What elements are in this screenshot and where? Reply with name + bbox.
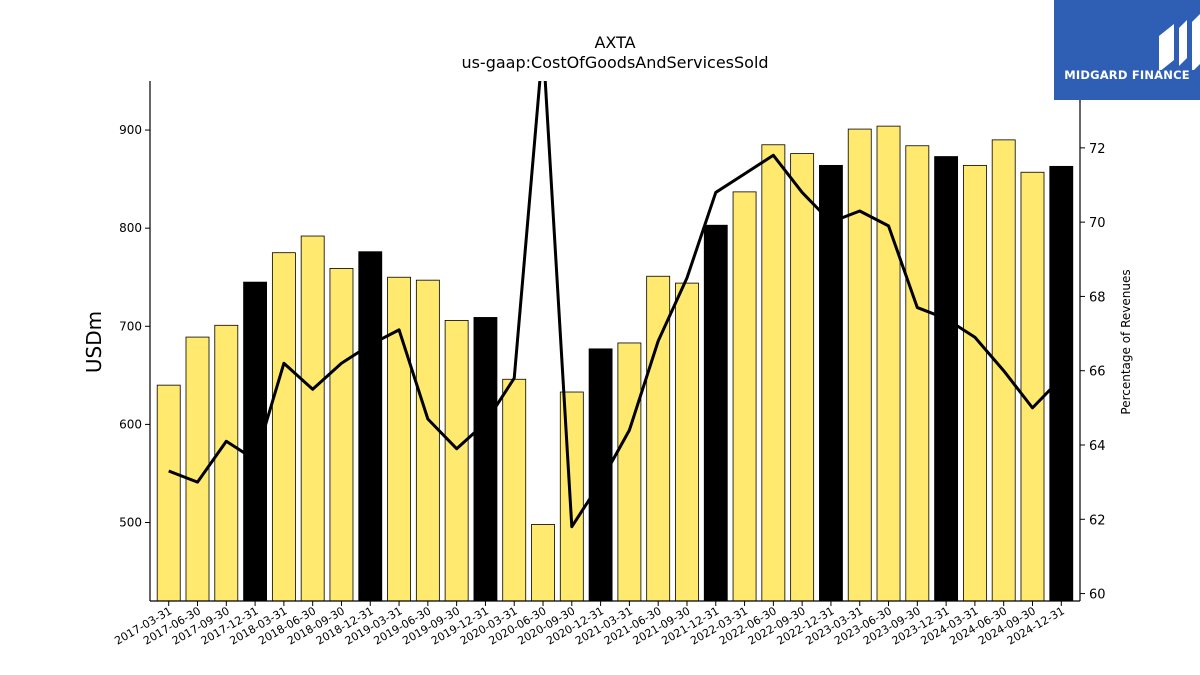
chart-title: AXTA — [594, 33, 635, 52]
bar-2018-06-30 — [300, 235, 325, 601]
y-tick-label: 700 — [119, 319, 142, 333]
y2-axis-label: Percentage of Revenues — [1119, 269, 1133, 414]
y2-tick-label: 68 — [1089, 290, 1106, 305]
bar-2018-12-31 — [358, 251, 383, 601]
bar-2017-12-31 — [243, 281, 268, 601]
bar-2023-12-31 — [934, 156, 959, 601]
y2-tick-label: 64 — [1089, 439, 1106, 454]
bar-2018-09-30 — [329, 267, 354, 601]
bar-2023-03-31 — [847, 128, 872, 601]
bar-2022-09-30 — [790, 153, 815, 601]
y2-tick-label: 62 — [1089, 513, 1106, 528]
chart-subtitle: us-gaap:CostOfGoodsAndServicesSold — [461, 53, 768, 72]
bar-2021-12-31 — [703, 224, 728, 601]
y-tick-label: 600 — [119, 417, 142, 431]
bar-2017-06-30 — [185, 336, 210, 601]
bar-2018-03-31 — [271, 252, 296, 601]
y2-tick-label: 72 — [1089, 142, 1106, 157]
bar-2019-03-31 — [387, 276, 411, 601]
y2-tick-label: 60 — [1089, 588, 1106, 603]
bar-2023-06-30 — [876, 125, 901, 601]
y2-tick-label: 66 — [1089, 365, 1106, 380]
y-axis-label: USDm — [82, 311, 106, 373]
bar-2022-06-30 — [761, 144, 786, 601]
bar-2022-12-31 — [819, 164, 843, 601]
bar-2023-09-30 — [905, 145, 930, 601]
logo-text: MIDGARD FINANCE — [1064, 68, 1190, 82]
y-tick-label: 500 — [119, 516, 142, 530]
bar-2024-09-30 — [1020, 171, 1045, 601]
bar-2021-03-31 — [617, 342, 642, 601]
bar-2020-03-31 — [502, 378, 527, 601]
midgard-logo-icon — [1159, 14, 1200, 70]
midgard-finance-logo: MIDGARD FINANCE — [1054, 0, 1200, 100]
bar-2017-09-30 — [214, 324, 239, 601]
bar-2021-09-30 — [675, 282, 699, 601]
bar-2022-03-31 — [732, 191, 757, 601]
y-tick-label: 800 — [119, 221, 142, 235]
bar-2020-12-31 — [588, 348, 613, 601]
y2-tick-label: 70 — [1089, 216, 1106, 231]
bar-2020-06-30 — [531, 524, 555, 601]
bar-2019-09-30 — [444, 319, 469, 601]
bar-2024-03-31 — [962, 164, 987, 601]
bar-2019-12-31 — [473, 317, 498, 601]
bar-2017-03-31 — [156, 384, 181, 601]
bar-2019-06-30 — [415, 279, 440, 601]
bar-2024-12-31 — [1049, 165, 1074, 601]
y-tick-label: 900 — [119, 123, 142, 137]
bar-2020-09-30 — [559, 391, 584, 601]
series-line-percentage — [168, 81, 1063, 529]
